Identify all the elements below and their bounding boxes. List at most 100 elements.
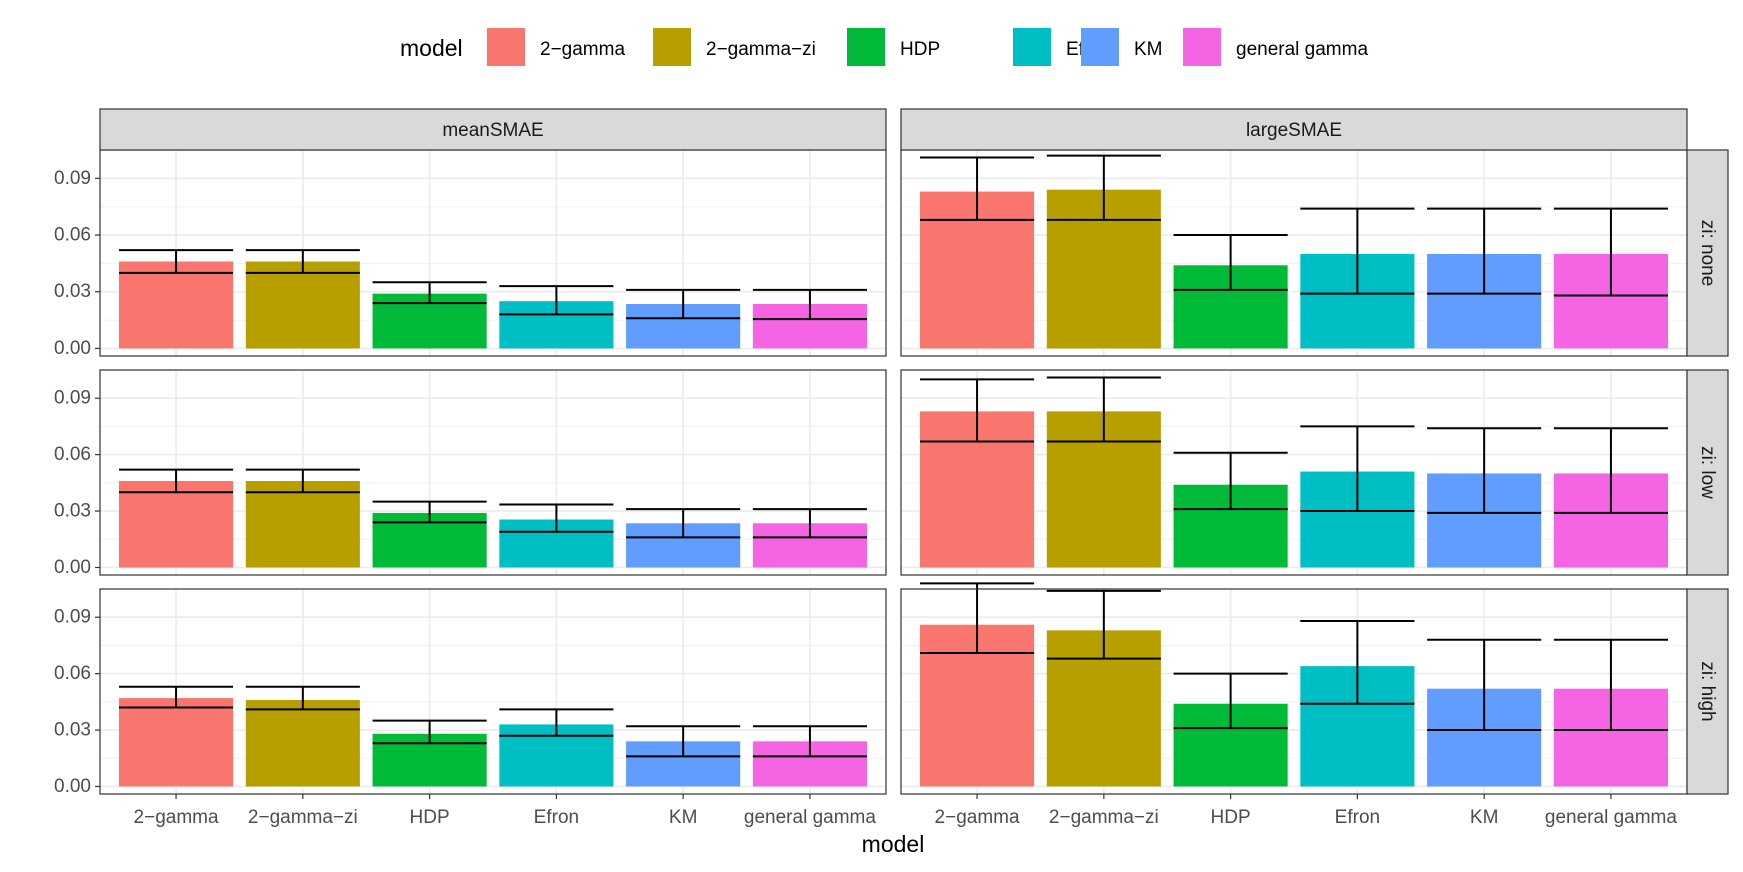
- bar-2-gamma-zi: [245, 261, 360, 349]
- col-strip-label-largesmae: largeSMAE: [1246, 120, 1342, 141]
- errorbar-2-gamma: [920, 156, 1035, 221]
- x-tick-label-efron: Efron: [534, 807, 579, 828]
- legend-key-general-gamma: [1183, 28, 1221, 66]
- legend-label-2-gamma: 2−gamma: [540, 39, 625, 60]
- errorbar-hdp: [1173, 451, 1288, 511]
- x-tick-label-efron: Efron: [1335, 807, 1380, 828]
- errorbar-general-gamma: [1553, 638, 1668, 732]
- y-tick-label: 0.00: [54, 338, 91, 359]
- x-tick-label-2-gamma: 2−gamma: [935, 807, 1020, 828]
- errorbar-general-gamma: [752, 725, 867, 758]
- panel-zi-none-largesmae: [900, 149, 1688, 357]
- errorbar-2-gamma-zi: [245, 468, 360, 494]
- bar-2-gamma: [119, 261, 234, 349]
- facet-strips: meanSMAE largeSMAE zi: none zi: low zi: high: [99, 108, 1729, 795]
- bar-2-gamma-zi: [245, 480, 360, 568]
- x-tick-label-2-gamma-zi: 2−gamma−zi: [248, 807, 358, 828]
- errorbar-2-gamma-zi: [245, 249, 360, 274]
- errorbar-2-gamma: [920, 378, 1035, 443]
- y-tick-label: 0.09: [54, 168, 91, 189]
- x-tick-label-km: KM: [1470, 807, 1499, 828]
- x-tick-label-general-gamma: general gamma: [1545, 807, 1677, 828]
- errorbar-hdp: [1173, 234, 1288, 291]
- legend-label-general-gamma: general gamma: [1236, 39, 1368, 60]
- errorbar-2-gamma: [920, 582, 1035, 654]
- bar-2-gamma: [119, 698, 234, 787]
- y-tick-label: 0.03: [54, 501, 91, 522]
- x-tick-label-2-gamma-zi: 2−gamma−zi: [1049, 807, 1159, 828]
- y-tick-label: 0.06: [54, 663, 91, 684]
- legend: model 2−gamma2−gamma−ziHDPEfronKMgeneral…: [400, 28, 1368, 66]
- x-tick-label-km: KM: [669, 807, 698, 828]
- row-strip-zi-none: [1686, 149, 1729, 357]
- errorbar-efron: [499, 285, 614, 316]
- panel-border: [99, 588, 887, 795]
- errorbar-km: [626, 725, 741, 758]
- errorbar-2-gamma-zi: [1046, 589, 1161, 660]
- y-tick-label: 0.09: [54, 388, 91, 409]
- errorbar-efron: [1300, 207, 1415, 295]
- panels: [99, 149, 1688, 795]
- errorbar-hdp: [372, 281, 487, 305]
- panel-zi-high-largesmae: [900, 582, 1688, 795]
- panel-border: [99, 369, 887, 576]
- col-strip-meansmae: [99, 108, 887, 151]
- col-strip-label-meansmae: meanSMAE: [442, 120, 543, 141]
- y-tick-label: 0.00: [54, 557, 91, 578]
- errorbar-general-gamma: [1553, 207, 1668, 297]
- errorbar-km: [626, 288, 741, 320]
- row-strip-label-zi-low: zi: low: [1697, 446, 1718, 499]
- x-tick-label-general-gamma: general gamma: [744, 807, 876, 828]
- y-tick-label: 0.03: [54, 281, 91, 302]
- errorbar-hdp: [372, 500, 487, 524]
- legend-key-hdp: [847, 28, 885, 66]
- y-tick-label: 0.06: [54, 225, 91, 246]
- errorbar-2-gamma-zi: [245, 685, 360, 711]
- legend-label-2-gamma-zi: 2−gamma−zi: [706, 39, 816, 60]
- errorbar-general-gamma: [752, 508, 867, 539]
- x-tick-label-hdp: HDP: [1211, 807, 1251, 828]
- errorbar-general-gamma: [1553, 427, 1668, 514]
- errorbar-2-gamma-zi: [1046, 154, 1161, 221]
- errorbar-2-gamma: [119, 685, 234, 709]
- legend-key-2-gamma-zi: [653, 28, 691, 66]
- legend-key-km: [1081, 28, 1119, 66]
- row-strip-label-zi-high: zi: high: [1697, 661, 1718, 721]
- col-strip-largesmae: [900, 108, 1688, 151]
- errorbar-efron: [1300, 619, 1415, 705]
- y-tick-label: 0.00: [54, 776, 91, 797]
- row-strip-zi-low: [1686, 369, 1729, 576]
- errorbar-km: [626, 508, 741, 539]
- bar-2-gamma: [119, 480, 234, 568]
- errorbar-efron: [1300, 425, 1415, 513]
- row-strip-zi-high: [1686, 588, 1729, 795]
- panel-zi-none-meansmae: [99, 149, 887, 357]
- errorbar-km: [1427, 427, 1542, 514]
- errorbar-km: [1427, 638, 1542, 732]
- x-axis-title: model: [862, 831, 925, 857]
- legend-label-km: KM: [1134, 39, 1163, 60]
- errorbar-2-gamma: [119, 249, 234, 274]
- errorbar-km: [1427, 207, 1542, 295]
- panel-zi-low-largesmae: [900, 369, 1688, 576]
- errorbar-2-gamma: [119, 468, 234, 494]
- legend-key-2-gamma: [487, 28, 525, 66]
- bar-2-gamma-zi: [245, 699, 360, 787]
- y-tick-label: 0.09: [54, 607, 91, 628]
- panel-zi-low-meansmae: [99, 369, 887, 576]
- errorbar-general-gamma: [752, 288, 867, 321]
- legend-key-efron: [1013, 28, 1051, 66]
- y-tick-label: 0.03: [54, 720, 91, 741]
- panel-zi-high-meansmae: [99, 588, 887, 795]
- legend-title: model: [400, 35, 463, 61]
- errorbar-hdp: [1173, 672, 1288, 730]
- x-tick-label-hdp: HDP: [410, 807, 450, 828]
- errorbar-efron: [499, 708, 614, 737]
- row-strip-label-zi-none: zi: none: [1697, 220, 1718, 287]
- errorbar-efron: [499, 503, 614, 533]
- errorbar-hdp: [372, 719, 487, 745]
- errorbar-2-gamma-zi: [1046, 376, 1161, 443]
- x-tick-label-2-gamma: 2−gamma: [134, 807, 219, 828]
- y-tick-label: 0.06: [54, 444, 91, 465]
